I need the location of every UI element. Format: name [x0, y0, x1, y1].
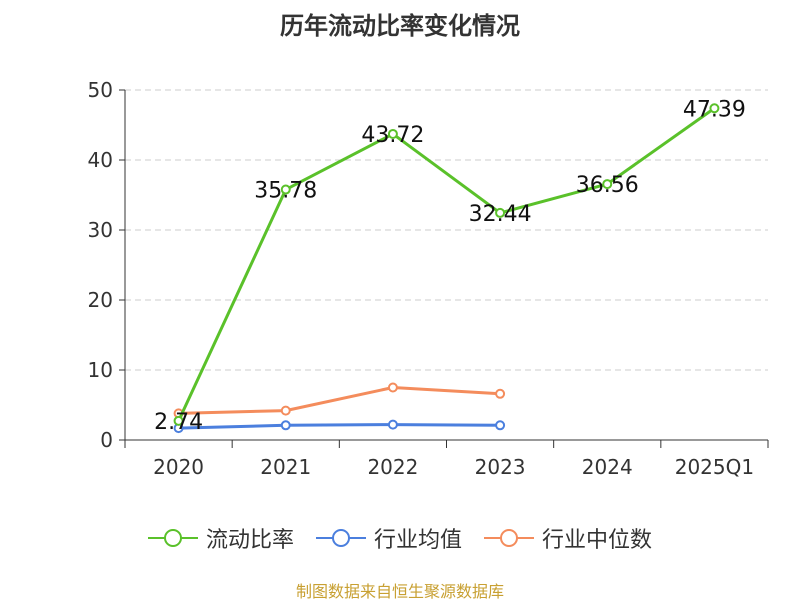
legend-item-current-ratio[interactable]: 流动比率	[147, 522, 294, 554]
data-point[interactable]	[495, 207, 506, 218]
x-tick-label: 2022	[367, 455, 418, 479]
series-lines	[173, 103, 720, 434]
axes: 0 10 20 30 40 50 2020 2021 2022 2023 2024 2025Q1	[88, 78, 769, 479]
data-label: 32.44	[469, 202, 532, 227]
legend: 流动比率 行业均值 行业中位数	[0, 520, 800, 556]
series-line	[178, 386, 501, 415]
data-point[interactable]	[387, 382, 398, 393]
series-line	[178, 423, 501, 430]
y-tick-label: 40	[88, 148, 113, 172]
data-point[interactable]	[280, 420, 291, 431]
y-tick-label: 50	[88, 78, 113, 102]
legend-label-current-ratio: 流动比率	[205, 528, 294, 553]
legend-label-industry-median: 行业中位数	[542, 528, 653, 553]
y-tick-label: 10	[88, 358, 113, 382]
grid-lines	[125, 89, 768, 371]
data-point[interactable]	[280, 184, 291, 195]
data-point[interactable]	[709, 103, 720, 114]
data-label: 35.78	[254, 179, 317, 204]
data-point[interactable]	[387, 419, 398, 430]
data-labels: 2.74 35.78 43.72 32.44 36.56 47.39	[154, 97, 746, 435]
y-tick-label: 0	[100, 428, 113, 452]
y-tick-label: 30	[88, 218, 113, 242]
legend-swatch-current-ratio	[147, 529, 198, 547]
data-label: 2.74	[154, 410, 203, 435]
legend-swatch-industry-average	[315, 529, 366, 547]
data-label: 47.39	[683, 97, 746, 122]
x-tick-label: 2024	[582, 455, 633, 479]
x-tick-label: 2025Q1	[675, 455, 754, 479]
data-label: 36.56	[576, 173, 639, 198]
legend-item-industry-average[interactable]: 行业均值	[315, 522, 462, 554]
data-point[interactable]	[173, 415, 184, 426]
legend-swatch-industry-median	[484, 529, 534, 547]
source-note: 制图数据来自恒生聚源数据库	[295, 582, 504, 601]
series-line	[177, 107, 716, 422]
data-point[interactable]	[387, 128, 398, 139]
data-point[interactable]	[495, 388, 506, 399]
y-tick-label: 20	[88, 288, 113, 312]
data-point[interactable]	[602, 179, 613, 190]
x-tick-label: 2023	[475, 455, 526, 479]
x-tick-label: 2020	[153, 455, 204, 479]
data-label: 43.72	[361, 123, 424, 148]
legend-label-industry-average: 行业均值	[373, 528, 462, 553]
chart-title: 历年流动比率变化情况	[280, 12, 520, 40]
legend-item-industry-median[interactable]: 行业中位数	[484, 522, 652, 554]
data-point[interactable]	[495, 420, 506, 431]
data-point[interactable]	[280, 405, 291, 416]
x-tick-label: 2021	[260, 455, 311, 479]
